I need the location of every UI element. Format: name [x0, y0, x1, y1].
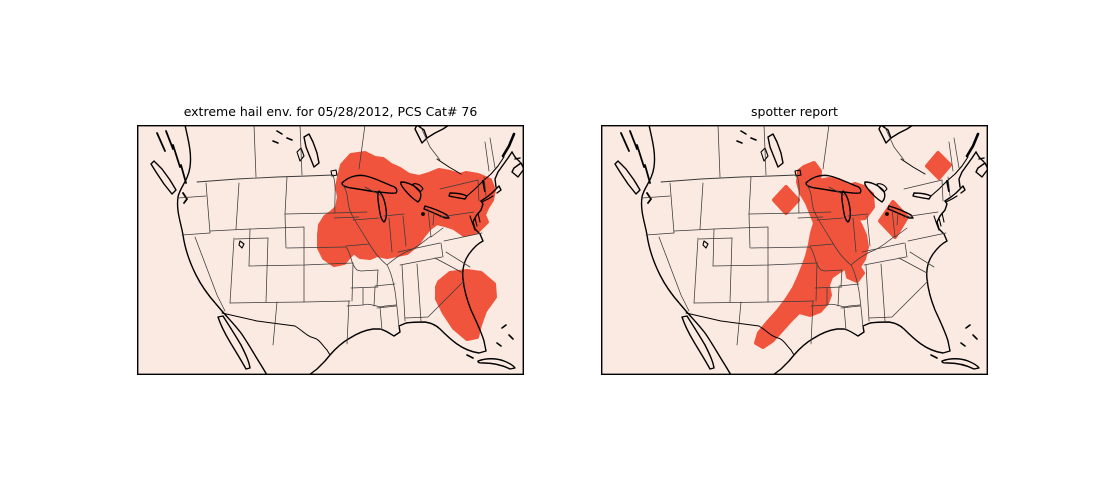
panel-title-spotter: spotter report: [751, 104, 838, 119]
panel-spotter: spotter report: [601, 104, 988, 375]
map-background: [601, 125, 988, 375]
map-spotter: [601, 125, 988, 375]
panel-hail-env: extreme hail env. for 05/28/2012, PCS Ca…: [137, 104, 524, 375]
highlight-region-midwest-great-lakes-to-mid-atlantic: [317, 151, 496, 267]
panel-title-hail-env: extreme hail env. for 05/28/2012, PCS Ca…: [183, 104, 478, 119]
highlight-regions-hail-env: [317, 151, 497, 341]
map-hail-env: [137, 125, 524, 375]
highlight-region-florida-south-georgia: [435, 269, 497, 341]
highlight-region-northern-new-england-cell: [925, 151, 952, 180]
